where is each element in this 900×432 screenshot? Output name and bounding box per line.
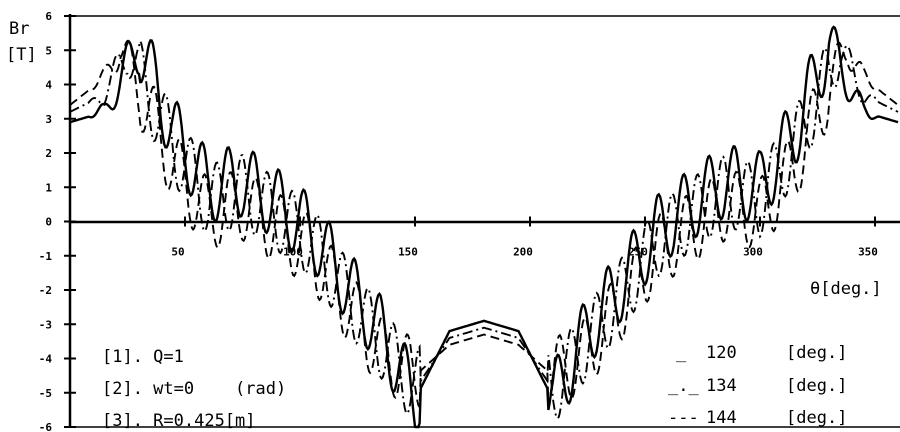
y-tick-label: -1	[39, 250, 53, 263]
y-tick-label: 1	[45, 181, 52, 194]
y-tick-label: -6	[39, 421, 53, 432]
y-tick-label: 3	[45, 113, 52, 126]
legend-unit-2: [deg.]	[786, 376, 847, 396]
y-tick-label: -4	[39, 353, 53, 366]
parameter-3: [3]. R=0.425[m]	[102, 411, 256, 431]
parameter-1: [1]. Q=1	[102, 347, 184, 367]
parameter-2: [2]. wt=0 (rad)	[102, 379, 286, 399]
y-tick-label: 2	[45, 147, 52, 160]
x-tick-label: 200	[513, 246, 533, 259]
legend: _ 120 [deg.] _._ 134 [deg.] --- 144 [deg…	[668, 343, 847, 428]
legend-value-2: 134	[706, 376, 737, 396]
legend-unit-1: [deg.]	[786, 343, 847, 363]
y-tick-label: -3	[39, 318, 52, 331]
x-tick-label: 300	[743, 246, 763, 259]
y-tick-label: -2	[39, 284, 52, 297]
y-tick-label: 4	[45, 79, 52, 92]
legend-value-1: 120	[706, 343, 737, 363]
x-tick-label: 50	[171, 246, 184, 259]
y-tick-label: 6	[45, 10, 52, 23]
y-axis-label-line1: Br	[9, 19, 29, 39]
legend-marker-1: _	[676, 343, 687, 363]
y-tick-label: 0	[45, 216, 52, 229]
legend-marker-2: _._	[668, 376, 699, 396]
legend-value-3: 144	[706, 408, 737, 428]
legend-marker-3: ---	[668, 408, 699, 428]
series-line-3	[69, 39, 899, 411]
x-tick-label: 150	[398, 246, 418, 259]
series-line-2	[69, 38, 899, 421]
x-axis-label: θ[deg.]	[810, 279, 882, 299]
y-axis-label-line2: [T]	[6, 45, 37, 65]
x-tick-label: 350	[858, 246, 878, 259]
y-ticks: 6 5 4 3 2 1 0 -1 -2 -3 -4 -5 -6	[39, 10, 76, 432]
y-tick-label: -5	[39, 387, 52, 400]
series-group	[69, 25, 899, 429]
x-ticks: 50 100 150 200 250 300 350	[171, 216, 878, 259]
y-tick-label: 5	[45, 44, 52, 57]
series-line-1	[69, 25, 899, 429]
legend-unit-3: [deg.]	[786, 408, 847, 428]
